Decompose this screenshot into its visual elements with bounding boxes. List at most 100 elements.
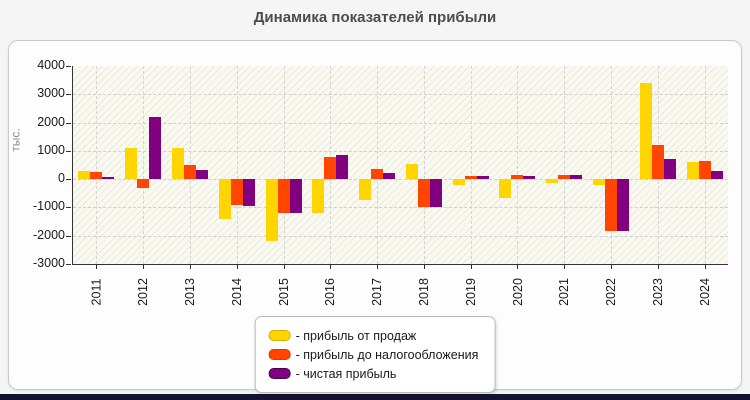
bar-2013-series-0 [171, 148, 184, 180]
y-axis-label-4000: 4000 [37, 58, 65, 72]
bar-2019-series-0 [452, 179, 465, 185]
legend-item-2: - чистая прибыль [268, 364, 479, 383]
bar-2023-series-2 [663, 159, 676, 180]
legend-item-0: - прибыль от продаж [268, 326, 479, 345]
x-axis-label-2023: 2023 [650, 278, 665, 306]
v-gridline-2018 [423, 66, 425, 264]
x-axis-label-2014: 2014 [229, 278, 244, 306]
bar-2021-series-2 [570, 174, 583, 180]
x-tick-2022 [611, 264, 613, 269]
bar-2022-series-1 [605, 179, 618, 232]
plot-area: 2011 2012 2013 2014 2015 2016 2017 2018 2019 2020… [72, 66, 728, 306]
v-gridline-2017 [377, 66, 379, 264]
bar-2020-series-0 [499, 179, 512, 198]
y-axis-label--2000: -2000 [33, 227, 65, 242]
x-tick-2024 [704, 264, 706, 269]
y-tick-3000 [66, 94, 71, 96]
x-axis-label-2022: 2022 [604, 278, 619, 306]
bar-2021-series-1 [558, 174, 571, 180]
v-gridline-2012 [143, 66, 145, 264]
v-gridline-2022 [611, 66, 613, 264]
bottom-window-edge [0, 394, 750, 400]
h-gridline-1000 [73, 150, 728, 152]
v-gridline-2014 [236, 66, 238, 264]
bar-2011-series-1 [90, 172, 103, 180]
bar-2014-series-0 [218, 179, 231, 219]
bar-2018-series-1 [417, 179, 430, 208]
x-axis-label-2019: 2019 [463, 278, 478, 306]
legend-swatch-icon-0 [268, 330, 291, 341]
legend-label-0: - прибыль от продаж [295, 328, 417, 343]
bar-2015-series-1 [277, 179, 290, 214]
x-axis-label-2021: 2021 [557, 278, 572, 306]
bar-2016-series-1 [324, 156, 337, 180]
y-tick--1000 [66, 207, 71, 209]
x-axis-label-2017: 2017 [370, 278, 385, 306]
bar-2024-series-0 [686, 162, 699, 180]
bar-2015-series-0 [265, 179, 278, 242]
x-axis-label-2020: 2020 [510, 278, 525, 306]
y-tick--2000 [66, 235, 71, 237]
bar-2013-series-1 [183, 165, 196, 180]
bar-2015-series-2 [289, 179, 302, 214]
bar-2021-series-0 [546, 179, 559, 184]
y-axis-label-1000: 1000 [37, 142, 65, 157]
y-tick-1000 [66, 150, 71, 152]
x-axis-label-2011: 2011 [89, 278, 104, 306]
h-gridline-0 [73, 179, 728, 181]
y-axis-label-3000: 3000 [37, 86, 65, 101]
bar-2018-series-0 [405, 163, 418, 180]
x-tick-2023 [657, 264, 659, 269]
bar-2016-series-2 [336, 155, 349, 180]
x-tick-2021 [564, 264, 566, 269]
y-axis-label-0: 0 [58, 171, 65, 186]
y-axis-label--1000: -1000 [33, 199, 65, 214]
bar-2022-series-2 [617, 179, 630, 232]
bar-2011-series-2 [102, 176, 115, 180]
bar-2023-series-0 [639, 82, 652, 180]
x-tick-2019 [470, 264, 472, 269]
v-gridline-2021 [564, 66, 566, 264]
x-axis-label-2016: 2016 [323, 278, 338, 306]
bar-2011-series-0 [78, 170, 91, 180]
bar-2019-series-1 [464, 176, 477, 180]
v-gridline-2020 [517, 66, 519, 264]
legend-label-2: - чистая прибыль [295, 366, 397, 381]
x-axis-label-2015: 2015 [276, 278, 291, 306]
y-tick-4000 [66, 66, 71, 67]
y-tick--3000 [66, 264, 71, 265]
v-gridline-2011 [96, 66, 98, 264]
bar-2016-series-0 [312, 179, 325, 214]
x-tick-2013 [189, 264, 191, 269]
bar-2012-series-2 [149, 116, 162, 180]
y-axis-label-2000: 2000 [37, 114, 65, 129]
bar-2020-series-1 [511, 174, 524, 180]
x-tick-2012 [143, 264, 145, 269]
legend-swatch-icon-2 [268, 368, 291, 379]
x-tick-2016 [330, 264, 332, 269]
x-tick-2015 [283, 264, 285, 269]
x-tick-2011 [96, 264, 98, 269]
bar-2013-series-2 [195, 170, 208, 180]
x-axis-label-2024: 2024 [697, 278, 712, 306]
bar-2018-series-2 [429, 179, 442, 208]
bar-2017-series-1 [371, 169, 384, 180]
y-axis-label--3000: -3000 [33, 256, 65, 270]
y-axis-title: тыс. [9, 128, 23, 152]
h-gridline--2000 [73, 235, 728, 237]
bar-2012-series-1 [137, 179, 150, 188]
bar-2012-series-0 [125, 148, 138, 180]
x-tick-2018 [423, 264, 425, 269]
h-gridline-3000 [73, 94, 728, 96]
chart-title: Динамика показателей прибыли [253, 9, 497, 26]
x-axis-label-2012: 2012 [136, 278, 151, 306]
legend-label-1: - прибыль до налогообложения [295, 347, 479, 362]
bar-2014-series-2 [242, 179, 255, 206]
bar-2014-series-1 [230, 179, 243, 205]
bar-2024-series-1 [698, 160, 711, 180]
bar-2017-series-2 [383, 173, 396, 180]
y-tick-0 [66, 179, 71, 181]
x-tick-2020 [517, 264, 519, 269]
legend-swatch-icon-1 [268, 349, 291, 360]
